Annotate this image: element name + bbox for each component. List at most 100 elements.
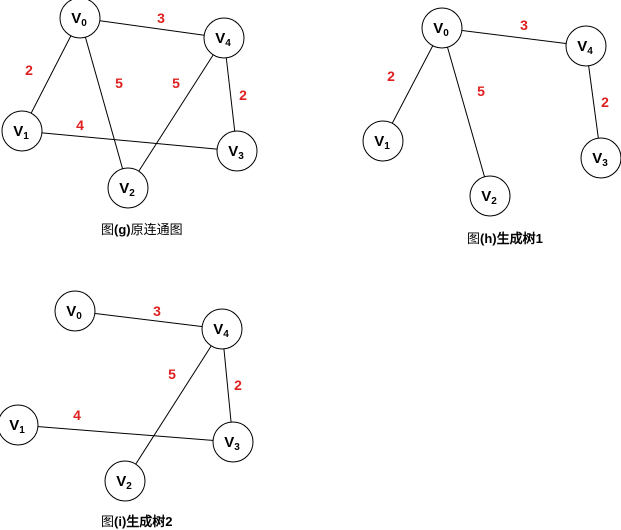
node-subscript: 2: [126, 481, 132, 492]
edge-v0-v1: [21, 17, 81, 132]
node-circle: [54, 290, 96, 332]
node-letter: V: [433, 20, 443, 37]
node-letter: V: [9, 417, 19, 434]
node-subscript: 2: [491, 196, 497, 207]
node-label: V4: [577, 38, 593, 57]
edge-weight-label: 2: [25, 62, 33, 78]
edge-weight-label: 5: [477, 83, 485, 99]
node-v2: V2: [104, 460, 146, 502]
node-circle: [216, 130, 258, 172]
edge-weight-label: 5: [172, 75, 180, 91]
node-subscript: 1: [23, 131, 29, 142]
edge-weight-label: 2: [387, 68, 395, 84]
node-letter: V: [71, 10, 81, 27]
node-letter: V: [374, 133, 384, 150]
edge-v0-v4: [79, 17, 225, 39]
node-label: V1: [13, 123, 29, 142]
node-subscript: 4: [223, 329, 229, 340]
caption-graph-h: 图(h)生成树1: [467, 231, 543, 246]
edge-v4-v2: [127, 37, 225, 189]
edge-weight-label: 4: [73, 407, 81, 423]
node-subscript: 3: [602, 158, 608, 169]
edge-v0-v4: [74, 310, 223, 330]
node-circle: [362, 120, 404, 162]
edge-weight-label: 3: [153, 303, 161, 319]
node-subscript: 3: [238, 151, 244, 162]
edge-weight-label: 2: [234, 377, 242, 393]
node-v2: V2: [107, 167, 149, 209]
node-circle: [59, 0, 101, 39]
edge-weight-label: 3: [157, 10, 165, 26]
node-subscript: 3: [234, 442, 240, 453]
edge-v1-v3: [17, 424, 234, 443]
node-circle: [104, 460, 146, 502]
node-label: V2: [116, 473, 132, 492]
node-subscript: 1: [19, 425, 25, 436]
node-v3: V3: [216, 130, 258, 172]
node-letter: V: [592, 150, 602, 167]
node-letter: V: [119, 180, 129, 197]
node-circle: [580, 137, 621, 179]
node-label: V1: [374, 133, 390, 152]
node-circle: [565, 25, 607, 67]
node-label: V0: [433, 20, 449, 39]
edge-weight-label: 2: [239, 87, 247, 103]
node-letter: V: [577, 38, 587, 55]
node-letter: V: [224, 434, 234, 451]
node-v0: V0: [421, 7, 463, 49]
node-v0: V0: [54, 290, 96, 332]
node-subscript: 4: [225, 38, 231, 49]
node-letter: V: [66, 303, 76, 320]
edge-v0-v1: [382, 27, 443, 142]
node-circle: [469, 175, 511, 217]
edge-weight-label: 5: [115, 75, 123, 91]
node-label: V3: [224, 434, 240, 453]
node-label: V3: [592, 150, 608, 169]
node-letter: V: [228, 143, 238, 160]
node-label: V2: [481, 188, 497, 207]
node-v0: V0: [59, 0, 101, 39]
node-circle: [203, 17, 245, 59]
node-subscript: 1: [384, 141, 390, 152]
node-v2: V2: [469, 175, 511, 217]
node-circle: [201, 308, 243, 350]
caption-graph-g: 图(g)原连通图: [101, 222, 183, 237]
edge-v0-v2: [441, 27, 491, 197]
node-letter: V: [13, 123, 23, 140]
edge-v1-v3: [21, 130, 238, 152]
node-subscript: 0: [81, 18, 87, 29]
node-label: V0: [71, 10, 87, 29]
edge-v0-v4: [441, 27, 587, 47]
node-label: V4: [215, 30, 231, 49]
node-letter: V: [116, 473, 126, 490]
edge-v4-v2: [124, 328, 223, 482]
node-circle: [1, 110, 43, 152]
node-circle: [421, 7, 463, 49]
node-subscript: 0: [76, 311, 82, 322]
edge-weight-label: 3: [520, 17, 528, 33]
node-v3: V3: [212, 421, 254, 463]
node-label: V0: [66, 303, 82, 322]
node-subscript: 4: [587, 46, 593, 57]
edge-weight-label: 4: [76, 117, 84, 133]
node-label: V4: [213, 321, 229, 340]
edge-weight-label: 2: [601, 94, 609, 110]
node-v1: V1: [362, 120, 404, 162]
node-v1: V1: [0, 404, 39, 446]
node-label: V1: [9, 417, 25, 436]
node-v3: V3: [580, 137, 621, 179]
node-circle: [0, 404, 39, 446]
node-circle: [107, 167, 149, 209]
caption-graph-i: 图(i)生成树2: [101, 514, 173, 529]
node-letter: V: [481, 188, 491, 205]
node-letter: V: [213, 321, 223, 338]
node-subscript: 0: [443, 28, 449, 39]
node-letter: V: [215, 30, 225, 47]
node-v4: V4: [203, 17, 245, 59]
node-v4: V4: [201, 308, 243, 350]
node-v4: V4: [565, 25, 607, 67]
edge-weight-label: 5: [168, 366, 176, 382]
